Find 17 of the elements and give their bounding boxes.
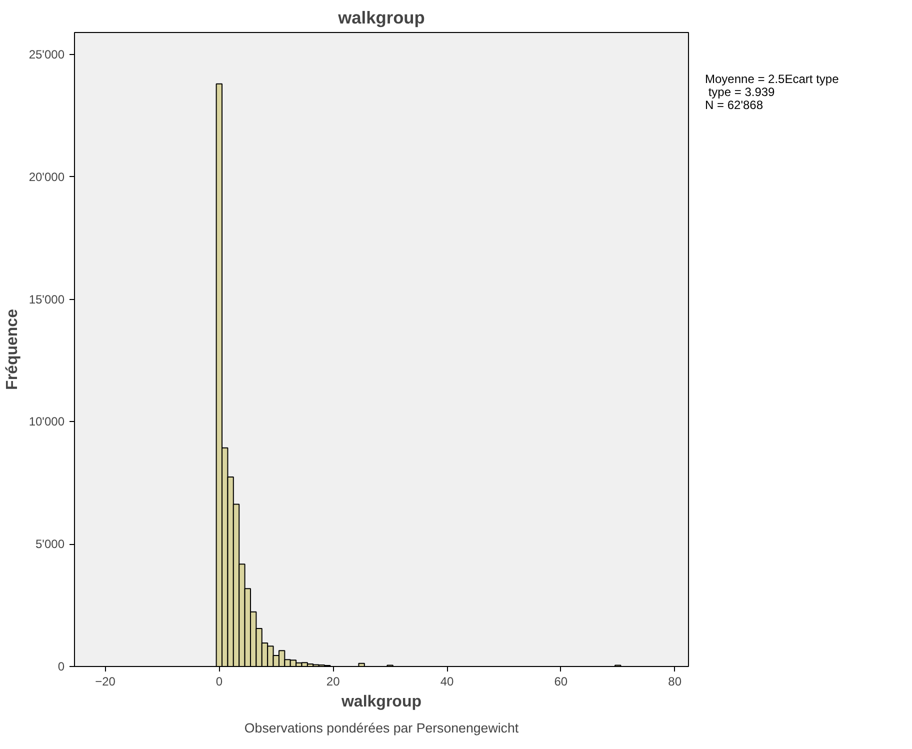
- y-tick-label: 15'000: [28, 292, 65, 306]
- text: Moyenne = 2.5Ecart type type = 3.939 N = 62'868: [705, 72, 839, 113]
- x-tick-label: 40: [440, 674, 454, 688]
- x-tick-label: 0: [216, 674, 223, 688]
- x-tick-label: −20: [95, 674, 116, 688]
- y-tick-label: 5'000: [36, 537, 65, 552]
- x-tick-label: 80: [668, 674, 682, 688]
- chart-title: walkgroup: [337, 8, 425, 28]
- y-tick-label: 0: [58, 660, 65, 674]
- x-axis-title: walkgroup: [340, 694, 422, 710]
- y-tick-label: 20'000: [28, 170, 65, 184]
- y-axis-title: Fréquence: [4, 308, 21, 390]
- x-tick-label: 20: [326, 674, 340, 688]
- y-tick-label: 10'000: [28, 414, 65, 429]
- text: Observations pondérées par Personengewicht: [244, 720, 519, 736]
- y-tick-label: 25'000: [28, 48, 65, 62]
- x-tick-label: 60: [554, 674, 568, 688]
